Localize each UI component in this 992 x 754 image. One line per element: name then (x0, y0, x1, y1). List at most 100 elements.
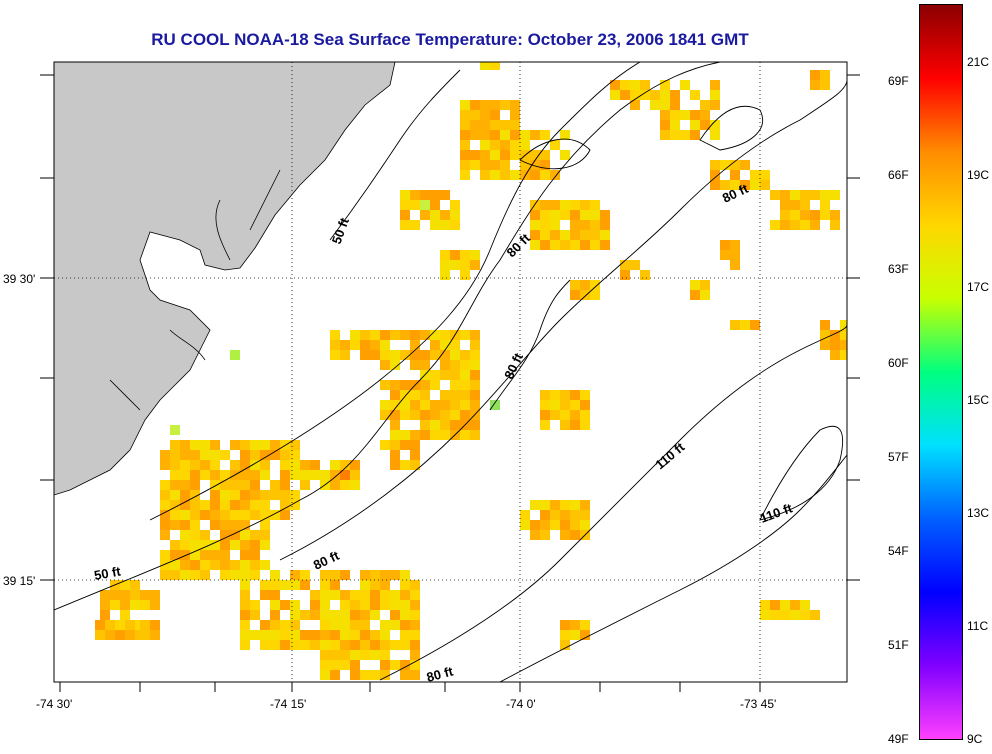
sst-pixel (720, 180, 730, 190)
sst-pixel (100, 600, 110, 610)
sst-pixel (540, 410, 550, 420)
sst-pixel (170, 425, 180, 435)
sst-pixel (170, 550, 180, 560)
sst-pixel (220, 470, 230, 480)
sst-pixel (290, 610, 300, 620)
sst-pixel (800, 220, 810, 230)
sst-pixel (420, 400, 430, 410)
sst-pixel (210, 440, 220, 450)
sst-pixel (460, 250, 470, 260)
sst-pixel (550, 200, 560, 210)
sst-pixel (220, 450, 230, 460)
colorbar-f-label: 60F (888, 356, 909, 370)
sst-pixel (540, 510, 550, 520)
sst-pixel (250, 480, 260, 490)
sst-pixel (840, 320, 847, 330)
sst-pixel (830, 340, 840, 350)
sst-pixel (310, 600, 320, 610)
sst-pixel (550, 140, 560, 150)
sst-pixel (550, 170, 560, 180)
sst-pixel (730, 180, 740, 190)
sst-pixel (420, 190, 430, 200)
sst-pixel (440, 330, 450, 340)
sst-pixel (250, 630, 260, 640)
sst-pixel (310, 470, 320, 480)
sst-pixel (380, 440, 390, 450)
sst-pixel (790, 600, 800, 610)
sst-pixel (580, 420, 590, 430)
sst-pixel (210, 560, 220, 570)
sst-pixel (190, 570, 200, 580)
sst-pixel (450, 420, 460, 430)
sst-pixel (210, 510, 220, 520)
sst-pixel (460, 380, 470, 390)
sst-pixel (230, 560, 240, 570)
sst-pixel (280, 630, 290, 640)
sst-pixel (430, 340, 440, 350)
sst-pixel (550, 500, 560, 510)
sst-pixel (410, 580, 420, 590)
sst-pixel (190, 520, 200, 530)
sst-pixel (260, 470, 270, 480)
sst-pixel (690, 110, 700, 120)
sst-pixel (180, 510, 190, 520)
sst-pixel (550, 520, 560, 530)
colorbar-c-label: 15C (967, 393, 990, 407)
sst-pixel (270, 640, 280, 650)
sst-pixel (250, 490, 260, 500)
sst-pixel (400, 590, 410, 600)
sst-pixel (420, 210, 430, 220)
sst-pixel (390, 330, 400, 340)
sst-pixel (190, 490, 200, 500)
sst-pixel (490, 100, 500, 110)
sst-pixel (240, 440, 250, 450)
contour-label: 80 ft (501, 350, 526, 381)
sst-pixel (450, 380, 460, 390)
sst-pixel (150, 590, 160, 600)
sst-pixel (450, 340, 460, 350)
sst-pixel (370, 330, 380, 340)
sst-pixel (490, 170, 500, 180)
sst-pixel (390, 640, 400, 650)
sst-pixel (550, 410, 560, 420)
sst-pixel (390, 660, 400, 670)
sst-pixel (190, 480, 200, 490)
sst-pixel (240, 570, 250, 580)
sst-pixel (690, 90, 700, 100)
sst-pixel (115, 630, 125, 640)
sst-pixel (830, 330, 840, 340)
sst-pixel (420, 430, 430, 440)
sst-pixel (460, 270, 470, 280)
sst-pixel (330, 670, 340, 680)
sst-pixel (180, 470, 190, 480)
sst-pixel (660, 100, 670, 110)
sst-pixel (410, 400, 420, 410)
sst-pixel (410, 640, 420, 650)
sst-pixel (180, 570, 190, 580)
sst-pixel (230, 490, 240, 500)
sst-pixel (330, 340, 340, 350)
sst-pixel (380, 650, 390, 660)
sst-pixel (270, 490, 280, 500)
sst-pixel (380, 590, 390, 600)
sst-pixel (790, 220, 800, 230)
sst-pixel (310, 630, 320, 640)
sst-pixel (370, 340, 380, 350)
sst-pixel (840, 350, 847, 360)
sst-pixel (240, 600, 250, 610)
sst-pixel (840, 330, 847, 340)
sst-pixel (290, 440, 300, 450)
colorbar-f-label: 57F (888, 450, 909, 464)
colorbar-f-label: 49F (888, 732, 909, 746)
sst-pixel (260, 530, 270, 540)
sst-pixel (440, 250, 450, 260)
sst-pixel (240, 640, 250, 650)
land-mass (54, 62, 396, 496)
colorbar-c-label: 17C (967, 280, 990, 294)
sst-pixel (210, 450, 220, 460)
sst-pixel (240, 480, 250, 490)
sst-pixel (240, 460, 250, 470)
sst-pixel (360, 650, 370, 660)
sst-pixel (490, 110, 500, 120)
sst-pixel (830, 190, 840, 200)
